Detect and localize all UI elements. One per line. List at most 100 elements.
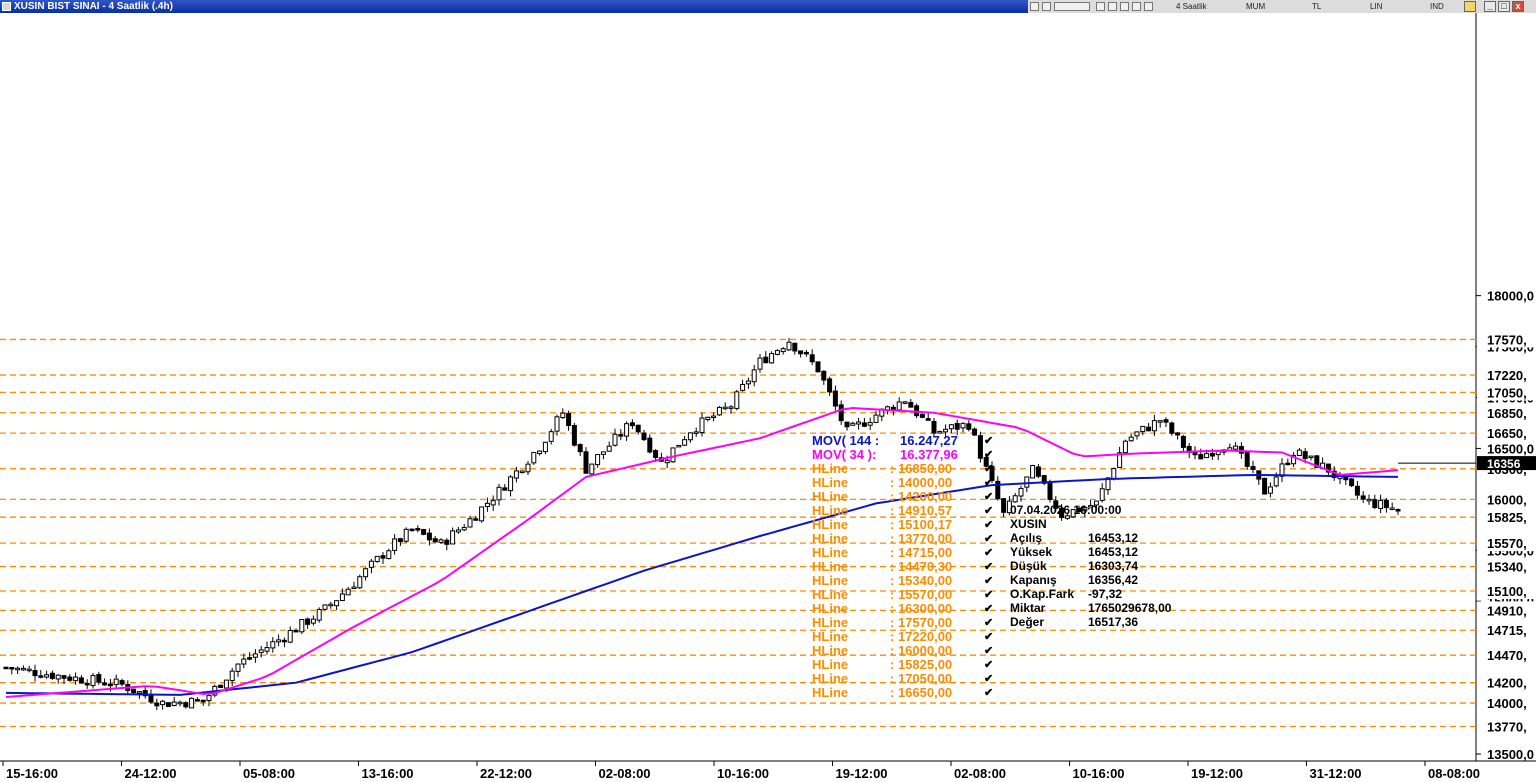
candle-down	[1250, 466, 1256, 470]
info-value: 1765029678,00	[1088, 601, 1172, 615]
candle-up	[525, 463, 531, 473]
candle-up	[438, 539, 444, 543]
x-tick-label: 19-12:00	[836, 766, 888, 781]
x-tick-label: 08-08:00	[1428, 766, 1480, 781]
checkmark-icon[interactable]: ✔	[984, 463, 994, 475]
template-select[interactable]	[1054, 2, 1090, 11]
legend-name: HLine	[812, 615, 849, 630]
candle-down	[1059, 507, 1065, 519]
candle-up	[1012, 495, 1018, 503]
zoom-icon[interactable]	[1108, 2, 1117, 11]
line-tool-icon[interactable]	[1132, 2, 1141, 11]
checkmark-icon[interactable]: ✔	[984, 631, 994, 643]
candle-down	[1325, 463, 1331, 473]
candle-down	[293, 629, 299, 633]
candle-down	[798, 350, 804, 355]
checkmark-icon[interactable]: ✔	[984, 659, 994, 671]
indicator-select[interactable]: IND	[1430, 2, 1444, 11]
candle-up	[542, 441, 548, 453]
legend-value: : 13770,00	[890, 531, 953, 546]
hline-label-bg	[1477, 490, 1536, 508]
candle-down	[1001, 498, 1007, 513]
checkmark-icon[interactable]: ✔	[984, 491, 994, 503]
hline-label-bg	[1477, 403, 1536, 421]
candle-up	[287, 629, 293, 643]
hline-label: 14470,	[1487, 648, 1527, 663]
pin-button[interactable]	[1464, 1, 1476, 12]
checkmark-icon[interactable]: ✔	[984, 547, 994, 559]
legend-name: HLine	[812, 517, 849, 532]
candle-up	[1204, 453, 1210, 459]
candle-up	[55, 674, 61, 680]
checkmark-icon[interactable]: ✔	[984, 519, 994, 531]
hline-label-bg	[1477, 534, 1536, 552]
candle-down	[1169, 422, 1175, 434]
candle-down	[426, 532, 432, 541]
legend-name: HLine	[812, 461, 849, 476]
candle-up	[554, 416, 560, 432]
candle-down	[908, 402, 914, 408]
hline-label-bg	[1477, 601, 1536, 619]
info-datetime: 07.04.2026 16:00:00	[1010, 503, 1122, 517]
checkmark-icon[interactable]: ✔	[984, 617, 994, 629]
candle-up	[589, 463, 595, 475]
close-button[interactable]: x	[1512, 1, 1524, 12]
checkmark-icon[interactable]: ✔	[984, 477, 994, 489]
chart-type-select[interactable]: MUM	[1246, 2, 1266, 11]
hline-label: 16000,	[1487, 492, 1527, 507]
legend-value: : 14000,00	[890, 475, 953, 490]
candle-down	[919, 413, 925, 418]
hline-label: 14000,	[1487, 696, 1527, 711]
hline-label-bg	[1477, 366, 1536, 384]
candle-up	[780, 348, 786, 353]
candle-up	[693, 431, 699, 434]
period-select[interactable]: 4 Saatlik	[1176, 2, 1207, 11]
checkmark-icon[interactable]: ✔	[984, 505, 994, 517]
moving-averages	[5, 406, 1399, 698]
candle-up	[160, 700, 166, 706]
checkmark-icon[interactable]: ✔	[984, 435, 994, 447]
candle-up	[508, 476, 514, 492]
mov-34-line	[5, 406, 1399, 698]
hline-label: 14715,	[1487, 623, 1527, 638]
candle-up	[276, 639, 282, 643]
price-chart[interactable]: 18000,017500,017000,016500,015500,015000…	[0, 13, 1536, 782]
checkmark-icon[interactable]: ✔	[984, 589, 994, 601]
grid-icon[interactable]	[1096, 2, 1105, 11]
legend-value: : 15100,17	[890, 517, 953, 532]
checkmark-icon[interactable]: ✔	[984, 449, 994, 461]
checkmark-icon[interactable]: ✔	[984, 687, 994, 699]
legend-name: HLine	[812, 629, 849, 644]
checkmark-icon[interactable]: ✔	[984, 673, 994, 685]
candle-down	[1163, 419, 1169, 423]
info-label: Kapanış	[1010, 573, 1057, 587]
candle-up	[177, 701, 183, 705]
checkmark-icon[interactable]: ✔	[984, 645, 994, 657]
legend-name: MOV( 34 ):	[812, 447, 877, 462]
chart-tool-icon[interactable]	[1030, 2, 1039, 11]
candle-up	[687, 432, 693, 441]
checkmark-icon[interactable]: ✔	[984, 575, 994, 587]
currency-select[interactable]: TL	[1312, 2, 1322, 11]
candle-down	[925, 418, 931, 421]
candle-up	[548, 431, 554, 442]
candle-down	[838, 404, 844, 422]
legend-name: HLine	[812, 503, 849, 518]
y-axis: 18000,017500,017000,016500,015500,015000…	[1476, 289, 1536, 762]
candle-down	[1360, 495, 1366, 500]
candle-up	[368, 560, 374, 568]
checkmark-icon[interactable]: ✔	[984, 533, 994, 545]
checkmark-icon[interactable]: ✔	[984, 603, 994, 615]
candle-up	[1378, 499, 1384, 509]
settings-icon[interactable]	[1144, 2, 1153, 11]
checkmark-icon[interactable]: ✔	[984, 561, 994, 573]
draw-tool-icon[interactable]	[1042, 2, 1051, 11]
restore-button[interactable]: □	[1498, 1, 1510, 12]
candle-down	[67, 676, 73, 681]
scale-select[interactable]: LIN	[1370, 2, 1383, 11]
hline-label: 17220,	[1487, 368, 1527, 383]
candle-up	[1128, 436, 1134, 442]
hline-label: 14910,	[1487, 603, 1527, 618]
minimize-button[interactable]: _	[1484, 1, 1496, 12]
pencil-icon[interactable]	[1120, 2, 1129, 11]
